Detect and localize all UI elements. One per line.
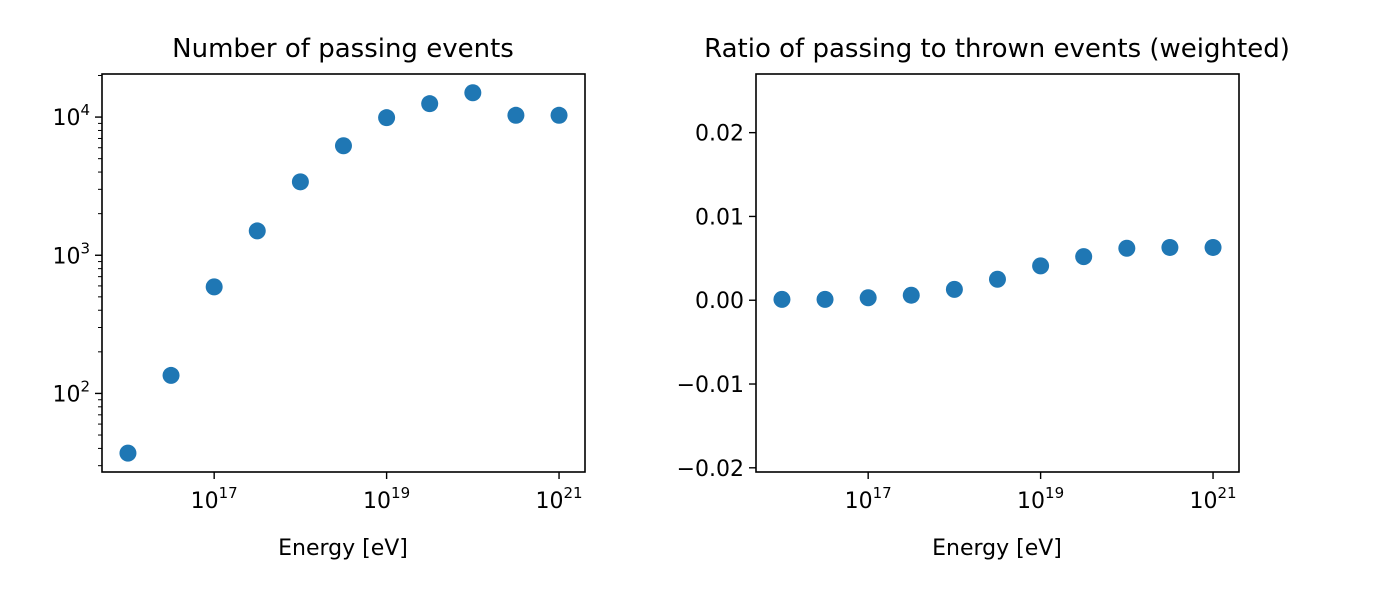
data-point <box>464 84 482 102</box>
tick-label: 1021 <box>1189 484 1236 514</box>
data-point <box>334 137 352 155</box>
data-point <box>988 270 1006 288</box>
tick-label: 102 <box>52 377 90 407</box>
tick-label: 104 <box>52 101 90 131</box>
data-point <box>1118 239 1136 257</box>
data-point <box>1204 238 1222 256</box>
data-point <box>248 222 266 240</box>
axis-ticks: 1017 1019 1021 −0.02 −0.01 0.00 0.01 0.02 <box>677 122 1237 514</box>
tick-label: 0.00 <box>695 289 744 314</box>
data-point <box>1032 257 1050 275</box>
tick-label: 1019 <box>363 484 410 514</box>
tick-label: 1017 <box>191 484 238 514</box>
chart-title: Ratio of passing to thrown events (weigh… <box>704 34 1290 64</box>
tick-label: 0.01 <box>695 205 744 230</box>
x-axis-label: Energy [eV] <box>278 536 408 561</box>
tick-label: 103 <box>52 239 90 269</box>
data-point <box>162 366 180 384</box>
data-point <box>1075 248 1093 266</box>
chart-title: Number of passing events <box>172 34 514 64</box>
data-point <box>205 278 223 296</box>
plot-frame <box>755 73 1240 473</box>
tick-label: −0.02 <box>677 457 744 482</box>
data-point <box>119 444 137 462</box>
tick-label: 1021 <box>535 484 582 514</box>
data-points <box>119 84 568 462</box>
data-point <box>773 290 791 308</box>
tick-label: 1017 <box>845 484 892 514</box>
data-point <box>902 286 920 304</box>
data-point <box>859 289 877 307</box>
tick-label: 0.02 <box>695 122 744 147</box>
data-point <box>291 173 309 191</box>
data-point <box>550 106 568 124</box>
data-point <box>1161 238 1179 256</box>
panel-ratio: Ratio of passing to thrown events (weigh… <box>677 34 1290 561</box>
data-point <box>507 106 525 124</box>
data-point <box>816 290 834 308</box>
panel-passing-events: Number of passing events Energy [eV] 101… <box>52 34 586 561</box>
data-points <box>773 238 1222 308</box>
data-point <box>378 109 396 127</box>
x-axis-label: Energy [eV] <box>932 536 1062 561</box>
tick-label: 1019 <box>1017 484 1064 514</box>
data-point <box>945 280 963 298</box>
axis-ticks: 1017 1019 1021 102 103 104 <box>52 74 583 514</box>
data-point <box>421 95 439 113</box>
tick-label: −0.01 <box>677 373 744 398</box>
plot-frame <box>101 73 586 473</box>
